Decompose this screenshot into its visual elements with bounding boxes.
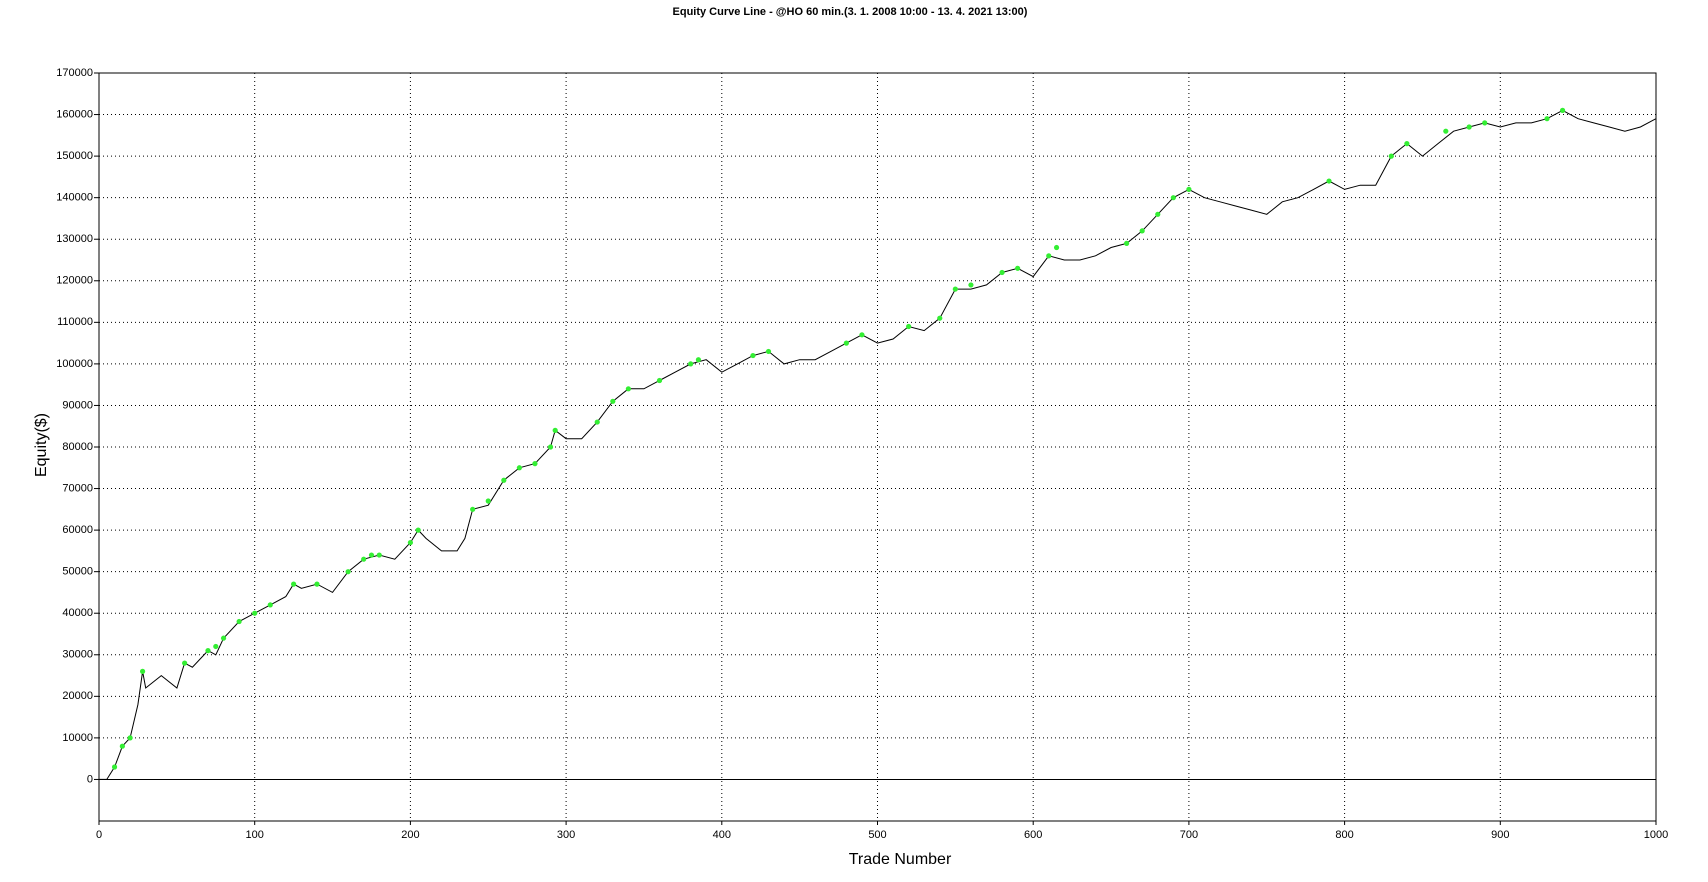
- y-tick-label: 150000: [56, 150, 93, 162]
- new-high-marker: [291, 581, 297, 587]
- new-high-marker: [1388, 153, 1394, 159]
- x-tick-label: 500: [868, 829, 886, 841]
- new-high-marker: [368, 552, 375, 558]
- new-high-marker: [139, 668, 146, 675]
- new-high-marker: [111, 764, 118, 770]
- new-high-marker: [1326, 178, 1332, 184]
- new-high-marker: [501, 477, 507, 483]
- new-high-marker: [656, 377, 663, 384]
- new-high-marker: [968, 282, 974, 288]
- y-tick-label: 110000: [57, 316, 93, 328]
- x-tick-label: 800: [1335, 829, 1353, 841]
- new-high-marker: [552, 427, 558, 433]
- x-tick-label: 700: [1180, 829, 1198, 841]
- y-tick-label: 10000: [62, 732, 93, 744]
- new-high-marker: [415, 527, 421, 533]
- new-high-marker: [182, 660, 188, 666]
- new-high-marker: [345, 569, 351, 575]
- y-tick-label: 80000: [62, 441, 93, 453]
- x-tick-label: 1000: [1644, 829, 1668, 841]
- new-high-marker: [1404, 141, 1410, 147]
- new-high-marker: [1124, 240, 1130, 246]
- x-tick-label: 900: [1491, 829, 1509, 841]
- y-tick-label: 170000: [56, 67, 93, 79]
- new-high-marker: [485, 498, 491, 504]
- new-high-marker: [843, 340, 849, 346]
- new-high-marker: [1053, 244, 1060, 251]
- new-high-marker: [213, 643, 219, 650]
- new-high-marker: [532, 461, 538, 467]
- new-high-marker: [516, 465, 522, 471]
- new-high-marker: [127, 735, 133, 741]
- y-tick-label: 50000: [62, 566, 93, 578]
- new-high-marker: [267, 602, 273, 608]
- new-high-marker: [236, 618, 242, 625]
- new-high-marker: [376, 552, 382, 558]
- new-high-marker: [1155, 211, 1161, 217]
- y-tick-label: 70000: [62, 482, 93, 494]
- new-high-marker: [119, 743, 125, 749]
- new-high-marker: [1466, 124, 1472, 130]
- new-high-marker: [765, 348, 772, 355]
- y-axis-label: Equity($): [33, 413, 50, 477]
- y-tick-label: 0: [87, 773, 93, 785]
- y-tick-label: 120000: [56, 275, 93, 287]
- new-high-marker: [906, 323, 912, 330]
- new-high-marker: [361, 556, 367, 562]
- new-high-marker: [999, 269, 1005, 276]
- new-high-marker: [594, 419, 600, 425]
- new-high-marker: [1046, 253, 1052, 259]
- y-tick-label: 90000: [62, 399, 93, 411]
- new-high-marker: [205, 648, 211, 654]
- new-high-marker: [547, 444, 554, 450]
- new-high-marker: [1544, 116, 1550, 122]
- new-high-marker: [1559, 107, 1566, 113]
- y-tick-label: 20000: [62, 690, 93, 702]
- new-high-marker: [1482, 120, 1488, 126]
- new-high-marker: [1015, 265, 1021, 271]
- new-high-marker: [859, 332, 865, 338]
- new-high-marker: [407, 539, 413, 546]
- chart-title: Equity Curve Line - @HO 60 min.(3. 1. 20…: [673, 6, 1028, 18]
- equity-line: [99, 109, 1657, 780]
- new-high-marker: [252, 610, 258, 616]
- new-high-marker: [952, 286, 958, 292]
- y-tick-label: 130000: [56, 233, 93, 245]
- new-high-marker: [470, 506, 476, 512]
- x-tick-label: 300: [557, 829, 575, 841]
- x-tick-label: 100: [246, 829, 264, 841]
- new-high-marker: [695, 357, 702, 363]
- new-high-marker: [625, 386, 631, 392]
- new-high-marker: [1443, 128, 1449, 134]
- new-high-marker: [1139, 228, 1145, 234]
- new-high-marker: [750, 352, 756, 359]
- y-tick-label: 40000: [62, 607, 93, 619]
- new-high-marker: [688, 361, 694, 367]
- new-high-marker: [1170, 195, 1176, 201]
- y-tick-label: 30000: [62, 649, 93, 661]
- y-tick-label: 160000: [56, 108, 93, 120]
- x-tick-label: 600: [1024, 829, 1042, 841]
- new-high-marker: [937, 315, 943, 321]
- y-tick-label: 60000: [62, 524, 93, 536]
- x-tick-label: 0: [96, 829, 102, 841]
- new-high-marker: [314, 581, 320, 587]
- new-high-marker: [610, 398, 616, 404]
- new-high-marker: [220, 635, 227, 641]
- y-tick-label: 100000: [56, 358, 93, 370]
- new-high-marker: [1186, 186, 1192, 192]
- y-tick-label: 140000: [56, 192, 93, 204]
- x-tick-label: 200: [401, 829, 419, 841]
- x-axis-label: Trade Number: [849, 851, 952, 868]
- x-tick-label: 400: [713, 829, 731, 841]
